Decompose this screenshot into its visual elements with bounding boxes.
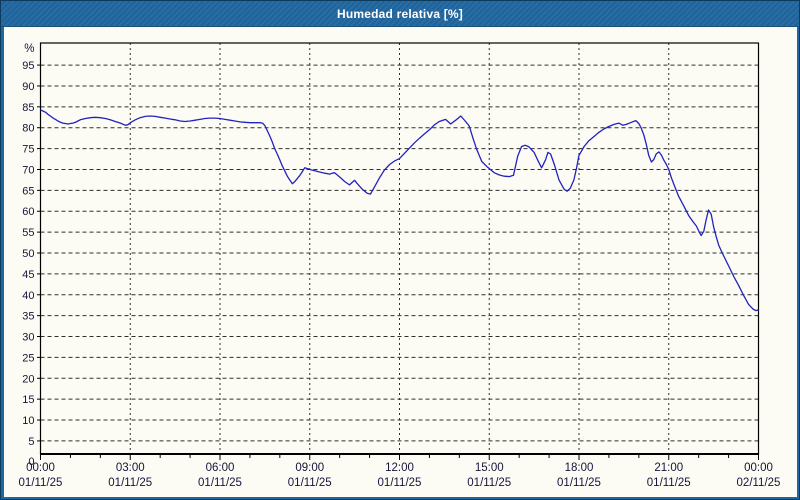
y-tick-label: 20 <box>22 373 34 385</box>
y-tick-label: 85 <box>22 102 34 114</box>
y-tick-label: 40 <box>22 290 34 302</box>
x-tick-time-label: 12:00 <box>385 462 414 474</box>
x-tick-time-label: 21:00 <box>654 462 683 474</box>
y-tick-label: 50 <box>22 248 34 260</box>
y-tick-label: 70 <box>22 164 34 176</box>
humidity-series-line <box>40 109 759 312</box>
y-tick-label: 60 <box>22 206 34 218</box>
y-tick-label: 55 <box>22 227 34 239</box>
y-tick-label: 90 <box>22 81 34 93</box>
x-tick-time-label: 18:00 <box>565 462 594 474</box>
x-tick-date-label: 01/11/25 <box>288 477 332 489</box>
y-tick-label: 75 <box>22 144 34 156</box>
y-tick-label: 10 <box>22 415 34 427</box>
humidity-line-chart: 95 90 85 80 75 70 65 60 55 50 45 40 35 30 25 20 15 10 5 00:… <box>19 42 781 489</box>
x-tick-date-label: 01/11/25 <box>198 477 242 489</box>
x-tick-date-label: 01/11/25 <box>108 477 152 489</box>
x-tick-time-label: 00:00 <box>26 462 55 474</box>
y-tick-label: 35 <box>22 311 34 323</box>
x-tick-date-label: 02/11/25 <box>737 477 781 489</box>
x-tick-date-label: 01/11/25 <box>467 477 511 489</box>
chart-panel: 95 90 85 80 75 70 65 60 55 50 45 40 35 30 25 20 15 10 5 00:… <box>4 27 797 497</box>
y-tick-label: 45 <box>22 269 34 281</box>
x-tick-time-label: 15:00 <box>475 462 504 474</box>
y-tick-label: 15 <box>22 394 34 406</box>
y-tick-label: 65 <box>22 185 34 197</box>
y-tick-label: 80 <box>22 123 34 135</box>
y-tick-label: 5 <box>28 436 34 448</box>
x-tick-time-label: 03:00 <box>116 462 145 474</box>
x-tick-date-label: 01/11/25 <box>378 477 422 489</box>
window-title: Humedad relativa [%] <box>336 6 464 21</box>
y-axis-unit-label: % <box>24 43 34 55</box>
title-bar: Humedad relativa [%] <box>1 1 799 27</box>
x-tick-date-label: 01/11/25 <box>557 477 601 489</box>
x-tick-time-label: 00:00 <box>744 462 773 474</box>
x-tick-time-label: 09:00 <box>295 462 324 474</box>
y-tick-label: 95 <box>22 60 34 72</box>
y-tick-label: 25 <box>22 352 34 364</box>
y-origin-label: 0 <box>28 456 34 468</box>
x-tick-date-label: 01/11/25 <box>647 477 691 489</box>
x-tick-date-label: 01/11/25 <box>19 477 63 489</box>
x-tick-time-label: 06:00 <box>206 462 235 474</box>
y-tick-label: 30 <box>22 332 34 344</box>
